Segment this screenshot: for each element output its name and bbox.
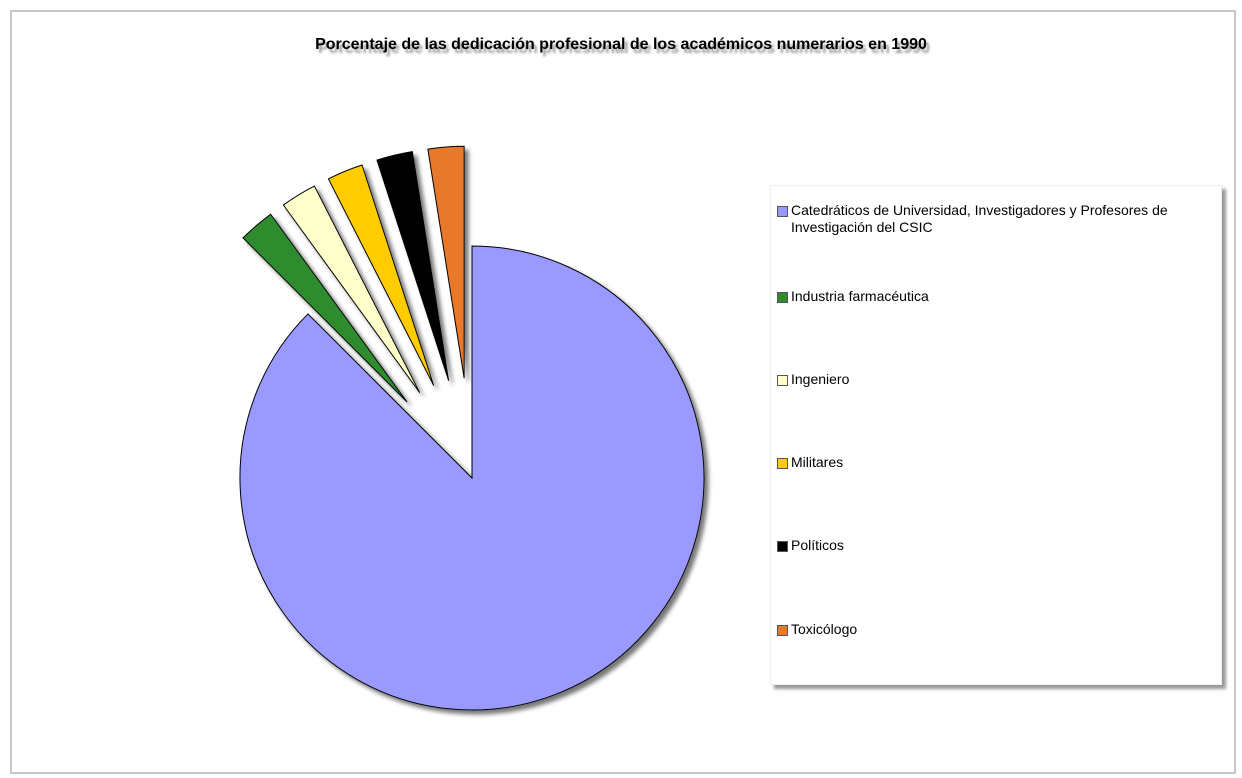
legend-swatch [777, 458, 788, 469]
legend-swatch [777, 292, 788, 303]
legend: Catedráticos de Universidad, Investigado… [770, 185, 1222, 685]
pie [239, 145, 705, 711]
legend-item: Ingeniero [777, 371, 1219, 388]
pie-slice [239, 245, 705, 711]
legend-swatch [777, 206, 788, 217]
legend-swatch [777, 541, 788, 552]
legend-label: Toxicólogo [791, 621, 858, 637]
legend-label: Industria farmacéutica [791, 288, 929, 304]
legend-item: Industria farmacéutica [777, 288, 1219, 305]
pie-slice [376, 151, 450, 381]
pie-slice [282, 185, 421, 394]
pie-slice [327, 164, 435, 386]
legend-item: Políticos [777, 537, 1219, 554]
legend-label: Políticos [791, 537, 844, 553]
legend-label: Militares [791, 454, 844, 470]
pie-slice [427, 145, 465, 379]
legend-label: Ingeniero [791, 371, 850, 387]
legend-item: Catedráticos de Universidad, Investigado… [777, 202, 1219, 236]
pie-slice [242, 213, 408, 403]
chart-title: Porcentaje de las dedicación profesional… [315, 36, 927, 53]
legend-swatch [777, 375, 788, 386]
chart-frame [10, 10, 1236, 774]
legend-label: Catedráticos de Universidad, Investigado… [791, 202, 1168, 235]
legend-item: Militares [777, 454, 1219, 471]
legend-swatch [777, 625, 788, 636]
legend-item: Toxicólogo [777, 621, 1219, 638]
